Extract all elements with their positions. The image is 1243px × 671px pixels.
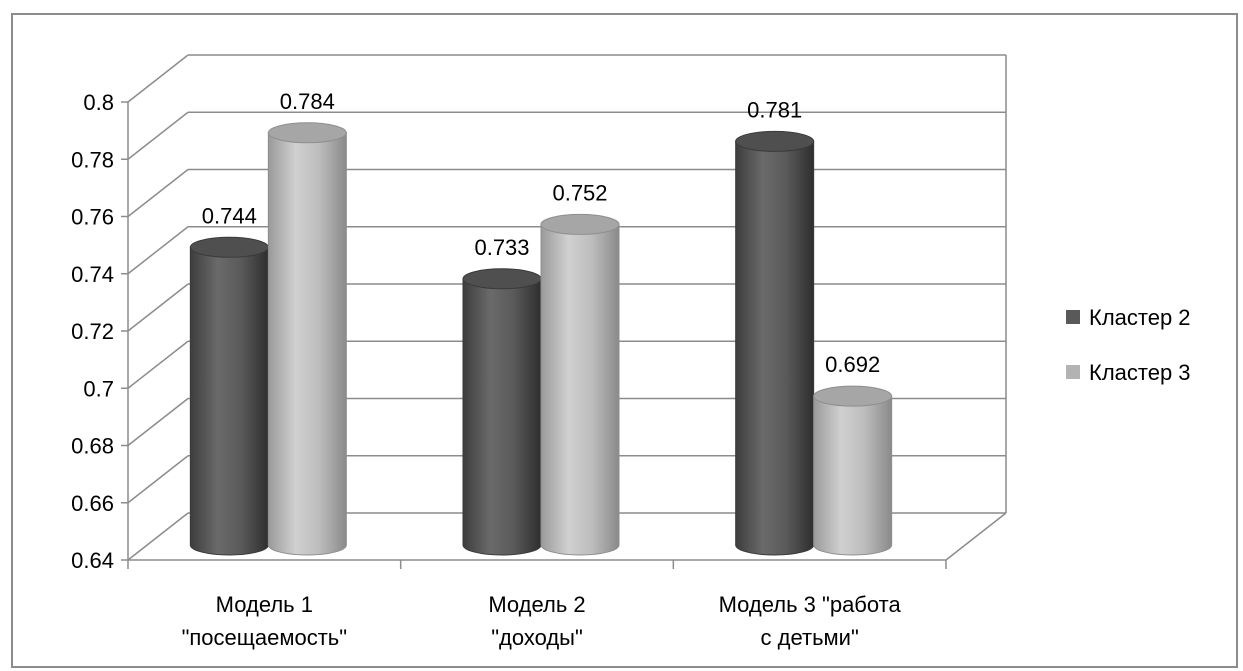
y-tick-label: 0.64 [71, 548, 114, 573]
y-tick-label: 0.78 [71, 147, 114, 172]
bar-cluster3 [813, 385, 893, 556]
side-gridline [127, 512, 189, 561]
bar-cluster2 [735, 130, 815, 556]
data-label: 0.733 [474, 235, 529, 260]
y-tick-label: 0.7 [83, 376, 114, 401]
labels: 0.64 0.66 0.68 0.7 0.72 0.74 0.76 0.78 0.8 Модель… [71, 89, 901, 650]
bar-top [813, 385, 893, 407]
bar-top [189, 236, 269, 258]
legend-label: Кластер 2 [1089, 305, 1191, 330]
side-gridline [127, 168, 189, 218]
data-label: 0.781 [747, 97, 802, 122]
category-label: "доходы" [491, 625, 583, 650]
y-tick-label: 0.72 [71, 319, 114, 344]
y-tick-label: 0.8 [83, 90, 114, 115]
side-gridline [127, 397, 189, 447]
axes [121, 101, 1007, 569]
y-tick-label: 0.76 [71, 205, 114, 230]
legend-label: Кластер 3 [1089, 360, 1191, 385]
bar-cluster2 [189, 236, 269, 556]
legend-swatch [1066, 310, 1080, 324]
y-tick-label: 0.66 [71, 491, 114, 516]
bar-body [735, 140, 815, 556]
category-label: Модель 1 [216, 592, 313, 617]
floor-edge [945, 512, 1007, 561]
bar-top [267, 122, 347, 144]
y-tick-label: 0.74 [71, 262, 114, 287]
bar-body [267, 132, 347, 556]
bar-body [462, 278, 542, 556]
category-label: с детьми" [761, 625, 859, 650]
bar-body [189, 246, 269, 556]
category-label: "посещаемость" [182, 625, 347, 650]
bars [189, 122, 893, 556]
side-gridline [127, 111, 189, 160]
side-gridline [127, 455, 189, 504]
data-label: 0.744 [202, 203, 257, 228]
side-gridline [127, 283, 189, 332]
y-tick-label: 0.68 [71, 434, 114, 459]
bar-body [540, 223, 620, 556]
data-label: 0.784 [280, 89, 335, 114]
bar-top [735, 130, 815, 152]
bar-top [462, 268, 542, 290]
legend: Кластер 2 Кластер 3 [1066, 305, 1191, 385]
side-gridline [127, 340, 189, 389]
bar-top [540, 213, 620, 235]
bar-body [813, 395, 893, 556]
side-gridline [127, 54, 189, 103]
legend-swatch [1066, 365, 1080, 379]
data-label: 0.692 [825, 352, 880, 377]
bar-cluster3 [540, 213, 620, 556]
category-label: Модель 2 [488, 592, 585, 617]
bar-cluster2 [462, 268, 542, 556]
category-label: Модель 3 "работа [719, 592, 902, 617]
side-gridline [127, 226, 189, 275]
bar-cluster3 [267, 122, 347, 556]
data-label: 0.752 [552, 180, 607, 205]
